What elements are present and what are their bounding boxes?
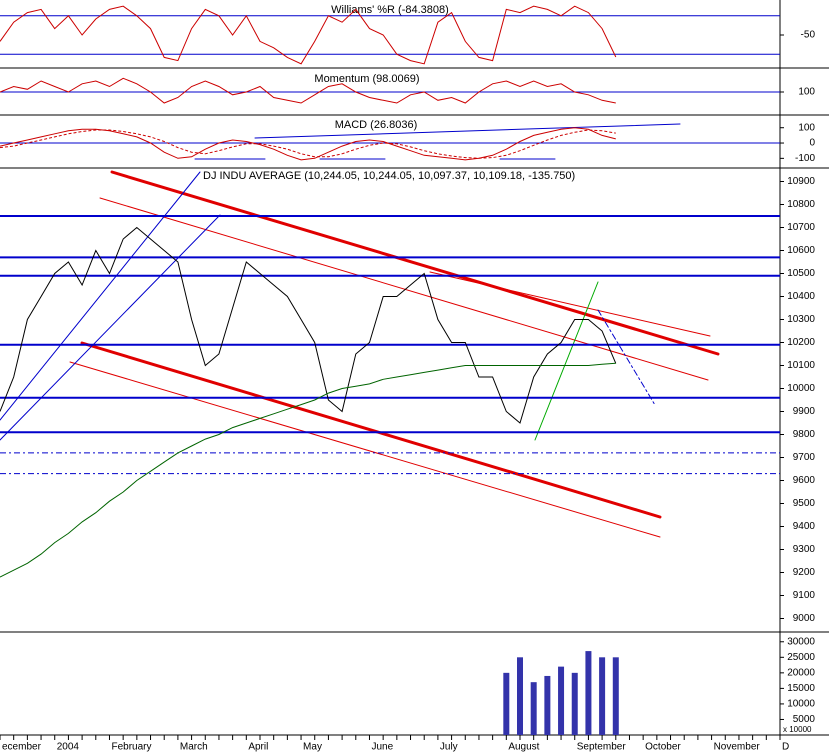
trend-line xyxy=(99,197,709,381)
x-tick-label: D xyxy=(782,742,789,753)
y-tick-label: -100 xyxy=(795,153,815,164)
trend-line xyxy=(597,309,656,406)
x-tick-label: 2004 xyxy=(57,742,80,753)
trend-line xyxy=(534,281,599,441)
trend-line xyxy=(80,341,662,519)
y-tick-label: 10000 xyxy=(787,699,815,710)
trend-line xyxy=(110,170,720,356)
series-line xyxy=(0,362,616,578)
y-tick-label: 9100 xyxy=(793,590,816,601)
x-tick-label: May xyxy=(303,742,322,753)
y-tick-label: 9700 xyxy=(793,452,816,463)
x-tick-label: March xyxy=(180,742,208,753)
y-tick-label: 9900 xyxy=(793,406,816,417)
y-tick-label: 10000 xyxy=(787,383,815,394)
y-tick-label: -50 xyxy=(801,30,816,41)
y-tick-label: 100 xyxy=(798,87,815,98)
x-tick-label: ecember xyxy=(2,742,42,753)
x-tick-label: June xyxy=(371,742,393,753)
x-tick-label: August xyxy=(508,742,539,753)
y-tick-label: 9800 xyxy=(793,429,816,440)
y-tick-label: 10900 xyxy=(787,176,815,187)
y-tick-label: 9000 xyxy=(793,613,816,624)
series-line xyxy=(0,129,616,159)
y-tick-label: 10700 xyxy=(787,222,815,233)
y-tick-label: 10400 xyxy=(787,291,815,302)
trend-line xyxy=(0,214,221,441)
y-tick-label: 10600 xyxy=(787,245,815,256)
y-tick-label: 100 xyxy=(798,122,815,133)
bar xyxy=(558,666,565,735)
y-tick-label: 10200 xyxy=(787,337,815,348)
bar xyxy=(503,672,510,735)
y-tick-label: 30000 xyxy=(787,636,815,647)
trend-line xyxy=(254,123,681,139)
y-tick-label: 10500 xyxy=(787,268,815,279)
y-tick-label: 9400 xyxy=(793,521,816,532)
trend-line xyxy=(69,361,661,538)
x-tick-label: July xyxy=(440,742,458,753)
panel-title: Williams' %R (-84.3808) xyxy=(331,4,449,16)
series-line xyxy=(0,77,616,104)
trend-line xyxy=(429,271,711,337)
y-tick-label: 9600 xyxy=(793,475,816,486)
x-tick-label: February xyxy=(111,742,151,753)
bar xyxy=(517,657,523,735)
x-tick-label: September xyxy=(577,742,627,753)
series-line xyxy=(0,5,617,65)
y-tick-label: 9300 xyxy=(793,544,816,555)
trend-lines xyxy=(0,123,720,538)
x-tick-label: November xyxy=(714,742,761,753)
panel-title: MACD (26.8036) xyxy=(335,119,418,131)
panel-title: DJ INDU AVERAGE (10,244.05, 10,244.05, 1… xyxy=(203,170,575,182)
bar xyxy=(585,651,592,735)
unit-label: x 10000 xyxy=(783,725,812,734)
y-tick-label: 9500 xyxy=(793,498,816,509)
series-line xyxy=(0,226,617,424)
bar xyxy=(544,675,551,735)
panel-title: Momentum (98.0069) xyxy=(314,73,419,85)
bar xyxy=(612,657,619,735)
y-tick-label: 9200 xyxy=(793,567,816,578)
y-tick-label: 5000 xyxy=(793,714,816,725)
y-tick-label: 15000 xyxy=(787,683,815,694)
trend-line xyxy=(0,171,201,421)
y-tick-label: 10100 xyxy=(787,360,815,371)
series-line xyxy=(0,127,616,161)
y-tick-label: 25000 xyxy=(787,652,815,663)
x-tick-label: October xyxy=(645,742,681,753)
y-tick-label: 20000 xyxy=(787,667,815,678)
y-tick-label: 10300 xyxy=(787,314,815,325)
bar xyxy=(599,657,606,735)
bar xyxy=(571,672,578,735)
y-tick-label: 10800 xyxy=(787,199,815,210)
bar xyxy=(530,682,537,735)
x-tick-label: April xyxy=(248,742,268,753)
y-tick-label: 0 xyxy=(809,138,815,149)
